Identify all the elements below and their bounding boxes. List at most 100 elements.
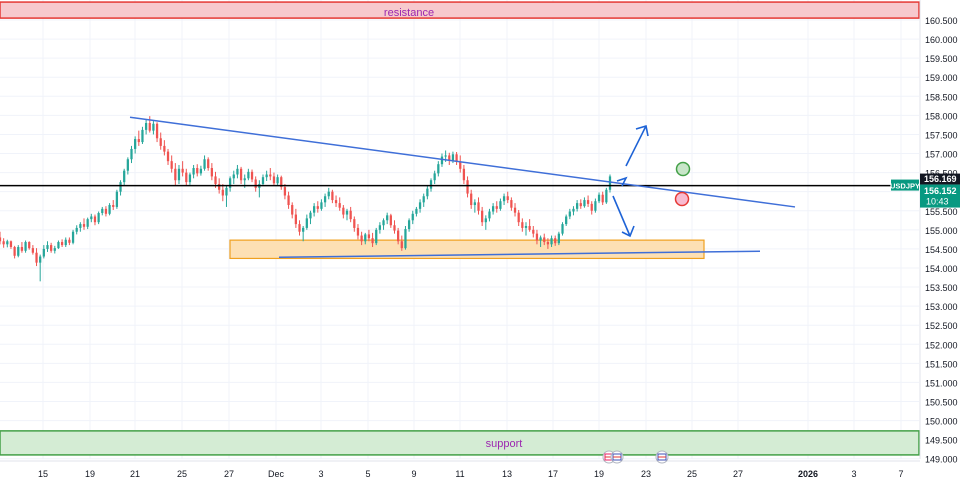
candle-body [294, 214, 298, 225]
time-tick-label: 7 [898, 469, 903, 479]
candle-body [221, 189, 224, 196]
candle [104, 206, 108, 217]
candle-body [228, 178, 232, 188]
candle [605, 187, 608, 204]
candle [437, 161, 440, 177]
candle-body [429, 180, 433, 189]
candle-body [232, 174, 235, 179]
economic-event-icons [602, 450, 669, 464]
candle-body [309, 212, 312, 219]
candle [0, 231, 2, 245]
time-tick-label: 25 [177, 469, 187, 479]
event-flag-icon [610, 450, 624, 464]
candle [484, 215, 487, 230]
candle-body [181, 168, 184, 173]
candle [433, 170, 436, 185]
candle [495, 201, 498, 213]
candle [28, 241, 31, 250]
price-tick-label: 159.500 [925, 54, 958, 64]
candle-body [261, 177, 265, 185]
candle [6, 239, 9, 248]
candle [13, 245, 16, 259]
candle-body [298, 224, 301, 232]
candle-body [130, 148, 133, 160]
candle-body [159, 138, 162, 146]
candle-body [207, 159, 210, 169]
candle [46, 241, 49, 252]
candle-body [283, 187, 287, 196]
candle [499, 198, 502, 211]
time-tick-label: 3 [318, 469, 323, 479]
candle-body [488, 211, 491, 219]
candle-body [93, 216, 97, 223]
price-tick-label: 153.000 [925, 302, 958, 312]
candle [31, 245, 35, 255]
candle-body [386, 215, 389, 221]
candle-body [203, 159, 206, 169]
candle-body [433, 173, 436, 181]
up-arrow [625, 125, 647, 167]
price-tick-label: 157.000 [925, 150, 958, 160]
candle-body [568, 211, 571, 217]
candle [207, 157, 210, 171]
price-tick-label: 150.000 [925, 417, 958, 427]
time-tick-label: 15 [38, 469, 48, 479]
time-tick-label: 11 [455, 469, 464, 479]
candle [119, 180, 122, 196]
candle-body [539, 237, 542, 241]
candle-body [68, 239, 71, 243]
candle-body [583, 200, 586, 207]
candle-body [418, 202, 422, 209]
candle [57, 240, 60, 249]
candle-body [415, 208, 418, 214]
candle [258, 180, 261, 198]
candle [166, 148, 170, 165]
candle [579, 199, 582, 209]
candle-body [407, 220, 411, 230]
candle-body [597, 194, 601, 202]
candle [572, 206, 575, 216]
candle [269, 168, 272, 181]
candle [170, 155, 173, 173]
candle [39, 254, 42, 282]
candle [90, 213, 93, 223]
price-tick-label: 155.500 [925, 207, 958, 217]
candle [115, 189, 119, 209]
candle-body [225, 187, 228, 196]
candle [342, 205, 345, 219]
candle [210, 163, 213, 181]
candle [79, 222, 82, 232]
candle [250, 169, 254, 183]
candle-body [210, 168, 213, 177]
candle-body [97, 213, 100, 223]
candle [228, 176, 232, 192]
candle [97, 211, 100, 225]
event-flag-icon [655, 450, 669, 464]
candle-body [378, 225, 382, 230]
candle [101, 206, 104, 216]
candle [181, 161, 184, 177]
time-tick-label: 2026 [798, 469, 818, 479]
price-tick-label: 158.000 [925, 111, 958, 121]
candle-body [174, 168, 177, 181]
candle-body [455, 154, 458, 162]
candle-body [459, 161, 462, 169]
time-tick-label: 19 [85, 469, 95, 479]
candle-body [437, 164, 440, 174]
candle-body [60, 242, 64, 246]
time-tick-label: 23 [641, 469, 651, 479]
candle-body [561, 224, 564, 234]
candle-body [579, 203, 582, 207]
candle-body [575, 203, 579, 209]
candle [35, 248, 38, 267]
candle [177, 164, 181, 185]
candle [601, 191, 604, 206]
candle-body [276, 177, 279, 184]
candle-body [320, 202, 323, 209]
candle-body [605, 189, 608, 203]
candle [86, 217, 89, 230]
candle [50, 242, 53, 253]
candle [192, 164, 195, 179]
